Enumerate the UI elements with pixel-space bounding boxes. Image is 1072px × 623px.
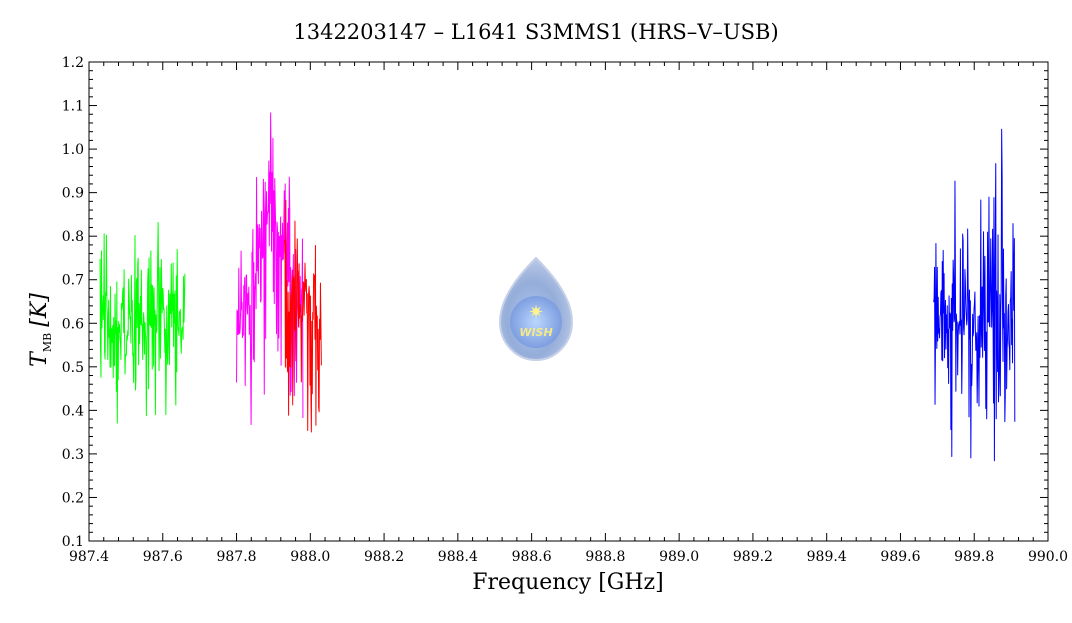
wish-logo-text: WISH bbox=[519, 326, 552, 339]
y-tick-label: 0.6 bbox=[62, 316, 84, 332]
y-tick-label: 0.8 bbox=[62, 229, 84, 245]
x-tick-label: 990.0 bbox=[1028, 549, 1068, 565]
x-tick-label: 989.8 bbox=[954, 549, 994, 565]
x-tick-label: 988.2 bbox=[364, 549, 404, 565]
x-tick-label: 988.0 bbox=[290, 549, 330, 565]
y-tick-label: 0.7 bbox=[62, 273, 84, 289]
series-group bbox=[99, 112, 1016, 462]
x-axis-label: Frequency [GHz] bbox=[472, 570, 664, 595]
series-line-3 bbox=[933, 128, 1016, 462]
plot-area: 987.4 987.6 987.8 988.0 988.2 988.4 988.6 988.8… bbox=[62, 55, 1068, 565]
y-axis-unit: [K] bbox=[27, 293, 52, 327]
x-tick-label: 988.4 bbox=[438, 549, 478, 565]
y-tick-label: 0.4 bbox=[62, 403, 84, 419]
x-tick-label: 988.8 bbox=[585, 549, 625, 565]
y-tick-label: 1.0 bbox=[62, 142, 84, 158]
series-line-0 bbox=[99, 222, 186, 424]
x-tick-label: 988.6 bbox=[512, 549, 552, 565]
y-axis-subscript: MB bbox=[41, 333, 54, 352]
x-tick-label: 989.4 bbox=[807, 549, 847, 565]
y-tick-label: 1.1 bbox=[62, 99, 84, 115]
y-tick-label: 0.1 bbox=[62, 534, 84, 550]
x-tick-label: 987.4 bbox=[69, 549, 109, 565]
y-tick-label: 0.3 bbox=[62, 447, 84, 463]
y-tick-label: 0.5 bbox=[62, 360, 84, 376]
wish-star-icon: ✷ bbox=[528, 302, 543, 323]
x-tick-label: 989.2 bbox=[733, 549, 773, 565]
y-axis-symbol: T bbox=[27, 350, 52, 367]
x-tick-label: 989.0 bbox=[659, 549, 699, 565]
y-tick-label: 0.9 bbox=[62, 186, 84, 202]
y-tick-label: 0.2 bbox=[62, 490, 84, 506]
wish-logo: ✷ WISH bbox=[498, 256, 574, 362]
series-line-2 bbox=[283, 199, 322, 433]
series-line-1 bbox=[236, 112, 304, 426]
plot-frame bbox=[88, 61, 1049, 542]
x-tick-label: 989.6 bbox=[880, 549, 920, 565]
x-tick-label: 987.6 bbox=[143, 549, 183, 565]
y-axis-label: TMB [K] bbox=[27, 293, 54, 367]
x-tick-label: 987.8 bbox=[216, 549, 256, 565]
chart-title: 1342203147 – L1641 S3MMS1 (HRS–V–USB) bbox=[293, 20, 778, 44]
y-tick-label: 1.2 bbox=[62, 55, 84, 71]
